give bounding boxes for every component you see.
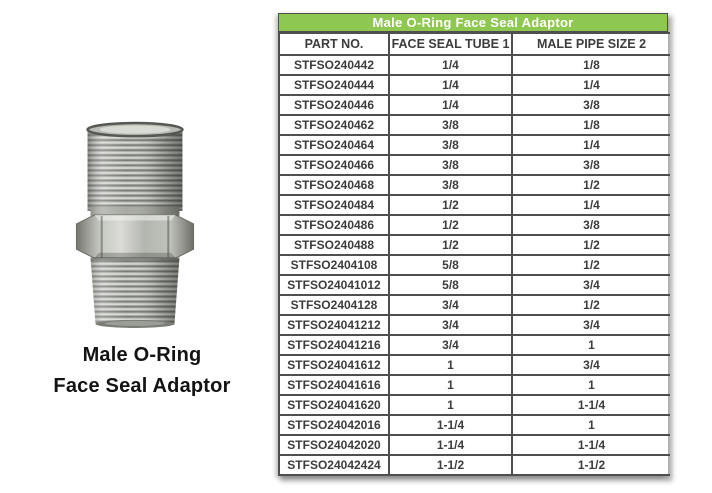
table-row: STFSO24041620 1 1-1/4 bbox=[279, 394, 670, 415]
table-row: STFSO24041212 3/4 3/4 bbox=[279, 314, 670, 335]
table-header: PART NO. FACE SEAL TUBE 1 MALE PIPE SIZE… bbox=[279, 32, 670, 55]
face-seal-tube-cell: 1-1/4 bbox=[389, 414, 513, 435]
table-row: STFSO24041216 3/4 1 bbox=[279, 334, 670, 355]
table-row: STFSO240464 3/8 1/4 bbox=[279, 134, 670, 155]
male-pipe-size-cell: 3/8 bbox=[512, 214, 670, 235]
product-figure: Male O-Ring Face Seal Adaptor bbox=[0, 0, 270, 493]
part-no-cell: STFSO24041212 bbox=[279, 314, 390, 335]
face-seal-tube-cell: 1-1/2 bbox=[389, 454, 513, 475]
table-body: STFSO240442 1/4 1/8 STFSO240444 1/4 1/4 STFSO2… bbox=[279, 54, 670, 475]
table-row: STFSO24041012 5/8 3/4 bbox=[279, 274, 670, 295]
face-seal-tube-cell: 1/4 bbox=[389, 94, 513, 115]
part-no-cell: STFSO24041216 bbox=[279, 334, 390, 355]
part-no-cell: STFSO2404128 bbox=[279, 294, 390, 315]
face-seal-tube-cell: 3/8 bbox=[389, 114, 513, 135]
hex-adaptor-fitting-image bbox=[75, 121, 195, 328]
face-seal-tube-cell: 3/4 bbox=[389, 334, 513, 355]
part-no-cell: STFSO240486 bbox=[279, 214, 390, 235]
table-row: STFSO240488 1/2 1/2 bbox=[279, 234, 670, 255]
face-seal-tube-cell: 1 bbox=[389, 394, 513, 415]
male-pipe-size-cell: 1/8 bbox=[512, 114, 670, 135]
male-pipe-size-cell: 1/4 bbox=[512, 194, 670, 215]
face-seal-tube-cell: 1/2 bbox=[389, 234, 513, 255]
face-seal-tube-cell: 1-1/4 bbox=[389, 434, 513, 455]
product-caption-line2: Face Seal Adaptor bbox=[53, 375, 231, 397]
table-row: STFSO240462 3/8 1/8 bbox=[279, 114, 670, 135]
male-pipe-size-cell: 3/4 bbox=[512, 354, 670, 375]
face-seal-tube-cell: 5/8 bbox=[389, 274, 513, 295]
table-row: STFSO24042016 1-1/4 1 bbox=[279, 414, 670, 435]
part-no-cell: STFSO24041620 bbox=[279, 394, 390, 415]
part-no-cell: STFSO240484 bbox=[279, 194, 390, 215]
table-row: STFSO2404108 5/8 1/2 bbox=[279, 254, 670, 275]
product-caption: Male O-Ring Face Seal Adaptor bbox=[17, 340, 267, 402]
part-no-cell: STFSO24042020 bbox=[279, 434, 390, 455]
male-pipe-size-cell: 1/2 bbox=[512, 234, 670, 255]
table-row: STFSO240484 1/2 1/4 bbox=[279, 194, 670, 215]
part-no-cell: STFSO24041616 bbox=[279, 374, 390, 395]
male-pipe-size-cell: 1-1/2 bbox=[512, 454, 670, 475]
column-header-male-pipe-size: MALE PIPE SIZE 2 bbox=[512, 32, 670, 55]
table-row: STFSO24042424 1-1/2 1-1/2 bbox=[279, 454, 670, 475]
column-header-part-no: PART NO. bbox=[279, 32, 390, 55]
table-header-row: PART NO. FACE SEAL TUBE 1 MALE PIPE SIZE… bbox=[279, 32, 670, 55]
male-pipe-size-cell: 3/8 bbox=[512, 154, 670, 175]
table-title: Male O-Ring Face Seal Adaptor bbox=[278, 13, 668, 32]
face-seal-tube-cell: 3/4 bbox=[389, 294, 513, 315]
part-no-cell: STFSO240466 bbox=[279, 154, 390, 175]
face-seal-tube-cell: 1/4 bbox=[389, 74, 513, 95]
face-seal-tube-cell: 3/8 bbox=[389, 154, 513, 175]
part-no-cell: STFSO240488 bbox=[279, 234, 390, 255]
table-row: STFSO2404128 3/4 1/2 bbox=[279, 294, 670, 315]
part-no-cell: STFSO2404108 bbox=[279, 254, 390, 275]
spec-table: Male O-Ring Face Seal Adaptor PART NO. F… bbox=[278, 13, 670, 476]
table-row: STFSO240466 3/8 3/8 bbox=[279, 154, 670, 175]
part-no-cell: STFSO240464 bbox=[279, 134, 390, 155]
part-no-cell: STFSO24042424 bbox=[279, 454, 390, 475]
male-pipe-size-cell: 1 bbox=[512, 414, 670, 435]
spec-data-table: PART NO. FACE SEAL TUBE 1 MALE PIPE SIZE… bbox=[278, 32, 670, 476]
column-header-face-seal-tube: FACE SEAL TUBE 1 bbox=[389, 32, 513, 55]
face-seal-tube-cell: 1/2 bbox=[389, 214, 513, 235]
male-pipe-size-cell: 1 bbox=[512, 374, 670, 395]
table-row: STFSO240444 1/4 1/4 bbox=[279, 74, 670, 95]
male-pipe-size-cell: 1/8 bbox=[512, 54, 670, 75]
table-row: STFSO240468 3/8 1/2 bbox=[279, 174, 670, 195]
table-row: STFSO24041616 1 1 bbox=[279, 374, 670, 395]
face-seal-tube-cell: 1/4 bbox=[389, 54, 513, 75]
table-row: STFSO24042020 1-1/4 1-1/4 bbox=[279, 434, 670, 455]
male-pipe-size-cell: 1/2 bbox=[512, 254, 670, 275]
part-no-cell: STFSO240446 bbox=[279, 94, 390, 115]
face-seal-tube-cell: 5/8 bbox=[389, 254, 513, 275]
part-no-cell: STFSO240462 bbox=[279, 114, 390, 135]
male-pipe-size-cell: 1/4 bbox=[512, 134, 670, 155]
face-seal-tube-cell: 3/4 bbox=[389, 314, 513, 335]
part-no-cell: STFSO240468 bbox=[279, 174, 390, 195]
part-no-cell: STFSO24042016 bbox=[279, 414, 390, 435]
part-no-cell: STFSO24041612 bbox=[279, 354, 390, 375]
male-pipe-size-cell: 3/4 bbox=[512, 314, 670, 335]
male-pipe-size-cell: 1-1/4 bbox=[512, 434, 670, 455]
male-pipe-size-cell: 1/4 bbox=[512, 74, 670, 95]
face-seal-tube-cell: 3/8 bbox=[389, 134, 513, 155]
product-caption-line1: Male O-Ring bbox=[82, 344, 202, 366]
table-row: STFSO240442 1/4 1/8 bbox=[279, 54, 670, 75]
table-row: STFSO240446 1/4 3/8 bbox=[279, 94, 670, 115]
male-pipe-size-cell: 3/4 bbox=[512, 274, 670, 295]
table-row: STFSO24041612 1 3/4 bbox=[279, 354, 670, 375]
face-seal-tube-cell: 1/2 bbox=[389, 194, 513, 215]
male-pipe-size-cell: 3/8 bbox=[512, 94, 670, 115]
male-pipe-size-cell: 1/2 bbox=[512, 174, 670, 195]
male-pipe-size-cell: 1/2 bbox=[512, 294, 670, 315]
part-no-cell: STFSO24041012 bbox=[279, 274, 390, 295]
male-pipe-size-cell: 1-1/4 bbox=[512, 394, 670, 415]
part-no-cell: STFSO240442 bbox=[279, 54, 390, 75]
male-pipe-size-cell: 1 bbox=[512, 334, 670, 355]
table-row: STFSO240486 1/2 3/8 bbox=[279, 214, 670, 235]
face-seal-tube-cell: 1 bbox=[389, 354, 513, 375]
face-seal-tube-cell: 3/8 bbox=[389, 174, 513, 195]
part-no-cell: STFSO240444 bbox=[279, 74, 390, 95]
face-seal-tube-cell: 1 bbox=[389, 374, 513, 395]
